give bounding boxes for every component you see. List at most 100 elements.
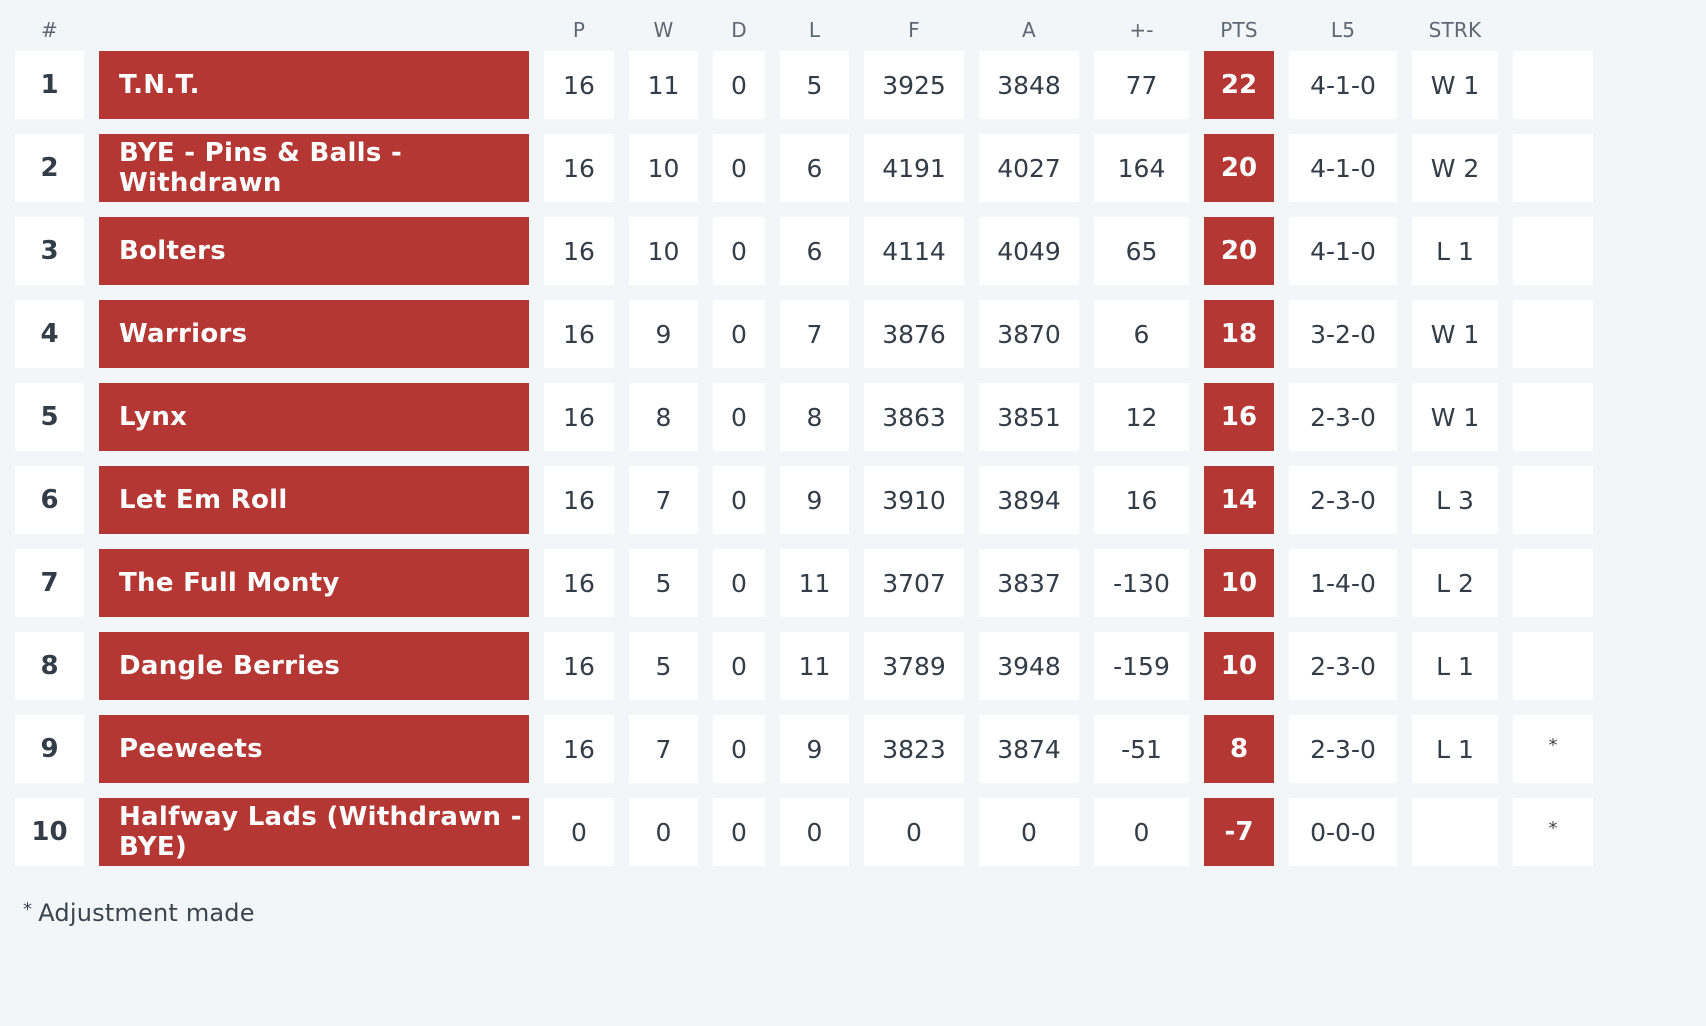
table-row: 10 Halfway Lads (Withdrawn - BYE) 0 0 0 …: [15, 798, 1706, 866]
adjustment-cell: [1513, 549, 1593, 617]
team-link[interactable]: Dangle Berries: [99, 632, 529, 700]
points-cell: 10: [1204, 632, 1274, 700]
points-cell: 8: [1204, 715, 1274, 783]
drawn-cell: 0: [713, 466, 765, 534]
rank-cell: 10: [15, 798, 84, 866]
won-cell: 8: [629, 383, 698, 451]
played-cell: 16: [544, 549, 614, 617]
team-link[interactable]: Halfway Lads (Withdrawn - BYE): [99, 798, 529, 866]
header-lost: L: [808, 18, 821, 42]
streak-cell: W 1: [1412, 300, 1498, 368]
header-last5: L5: [1330, 18, 1356, 42]
points-cell: 16: [1204, 383, 1274, 451]
diff-cell: 12: [1094, 383, 1189, 451]
team-link[interactable]: Let Em Roll: [99, 466, 529, 534]
header-against: A: [1022, 18, 1036, 42]
last5-cell: 2-3-0: [1289, 383, 1397, 451]
diff-cell: 65: [1094, 217, 1189, 285]
points-cell: 20: [1204, 134, 1274, 202]
streak-cell: W 1: [1412, 383, 1498, 451]
footnote-text: Adjustment made: [38, 899, 255, 927]
drawn-cell: 0: [713, 632, 765, 700]
against-cell: 4049: [979, 217, 1079, 285]
streak-cell: L 2: [1412, 549, 1498, 617]
header-drawn: D: [731, 18, 747, 42]
for-cell: 3876: [864, 300, 964, 368]
drawn-cell: 0: [713, 300, 765, 368]
won-cell: 0: [629, 798, 698, 866]
diff-cell: 0: [1094, 798, 1189, 866]
table-row: 2 BYE - Pins & Balls - Withdrawn 16 10 0…: [15, 134, 1706, 202]
team-link[interactable]: The Full Monty: [99, 549, 529, 617]
against-cell: 3948: [979, 632, 1079, 700]
streak-cell: W 1: [1412, 51, 1498, 119]
last5-cell: 2-3-0: [1289, 632, 1397, 700]
against-cell: 3851: [979, 383, 1079, 451]
header-points: PTS: [1220, 18, 1258, 42]
rank-cell: 2: [15, 134, 84, 202]
diff-cell: -159: [1094, 632, 1189, 700]
played-cell: 16: [544, 217, 614, 285]
footnote: * Adjustment made: [23, 899, 255, 927]
last5-cell: 4-1-0: [1289, 134, 1397, 202]
last5-cell: 4-1-0: [1289, 217, 1397, 285]
team-link[interactable]: Lynx: [99, 383, 529, 451]
against-cell: 3848: [979, 51, 1079, 119]
rank-cell: 3: [15, 217, 84, 285]
lost-cell: 8: [780, 383, 849, 451]
won-cell: 11: [629, 51, 698, 119]
rank-cell: 1: [15, 51, 84, 119]
for-cell: 3789: [864, 632, 964, 700]
won-cell: 10: [629, 134, 698, 202]
lost-cell: 9: [780, 466, 849, 534]
diff-cell: 6: [1094, 300, 1189, 368]
adjustment-cell: *: [1513, 715, 1593, 783]
team-link[interactable]: Bolters: [99, 217, 529, 285]
for-cell: 0: [864, 798, 964, 866]
won-cell: 7: [629, 466, 698, 534]
team-link[interactable]: Peeweets: [99, 715, 529, 783]
lost-cell: 11: [780, 632, 849, 700]
streak-cell: L 1: [1412, 715, 1498, 783]
standings-table: # P W D L F A +- PTS L5 STRK 1 T.N.T. 16…: [15, 0, 1706, 1026]
points-cell: 10: [1204, 549, 1274, 617]
header-diff: +-: [1129, 18, 1154, 42]
won-cell: 7: [629, 715, 698, 783]
table-row: 8 Dangle Berries 16 5 0 11 3789 3948 -15…: [15, 632, 1706, 700]
for-cell: 3863: [864, 383, 964, 451]
drawn-cell: 0: [713, 134, 765, 202]
streak-cell: L 3: [1412, 466, 1498, 534]
against-cell: 3837: [979, 549, 1079, 617]
drawn-cell: 0: [713, 383, 765, 451]
won-cell: 5: [629, 632, 698, 700]
footnote-marker: *: [23, 899, 33, 920]
adjustment-cell: [1513, 383, 1593, 451]
won-cell: 9: [629, 300, 698, 368]
against-cell: 3874: [979, 715, 1079, 783]
played-cell: 16: [544, 466, 614, 534]
last5-cell: 4-1-0: [1289, 51, 1397, 119]
table-row: 6 Let Em Roll 16 7 0 9 3910 3894 16 14 2…: [15, 466, 1706, 534]
team-link[interactable]: BYE - Pins & Balls - Withdrawn: [99, 134, 529, 202]
rank-cell: 6: [15, 466, 84, 534]
team-link[interactable]: Warriors: [99, 300, 529, 368]
against-cell: 3870: [979, 300, 1079, 368]
rank-cell: 7: [15, 549, 84, 617]
for-cell: 3925: [864, 51, 964, 119]
played-cell: 16: [544, 715, 614, 783]
table-row: 4 Warriors 16 9 0 7 3876 3870 6 18 3-2-0…: [15, 300, 1706, 368]
last5-cell: 0-0-0: [1289, 798, 1397, 866]
for-cell: 3823: [864, 715, 964, 783]
rank-cell: 4: [15, 300, 84, 368]
table-row: 3 Bolters 16 10 0 6 4114 4049 65 20 4-1-…: [15, 217, 1706, 285]
played-cell: 16: [544, 51, 614, 119]
won-cell: 5: [629, 549, 698, 617]
diff-cell: -130: [1094, 549, 1189, 617]
points-cell: 20: [1204, 217, 1274, 285]
lost-cell: 5: [780, 51, 849, 119]
adjustment-cell: [1513, 134, 1593, 202]
team-link[interactable]: T.N.T.: [99, 51, 529, 119]
drawn-cell: 0: [713, 549, 765, 617]
lost-cell: 6: [780, 217, 849, 285]
table-header: # P W D L F A +- PTS L5 STRK: [15, 0, 1706, 51]
